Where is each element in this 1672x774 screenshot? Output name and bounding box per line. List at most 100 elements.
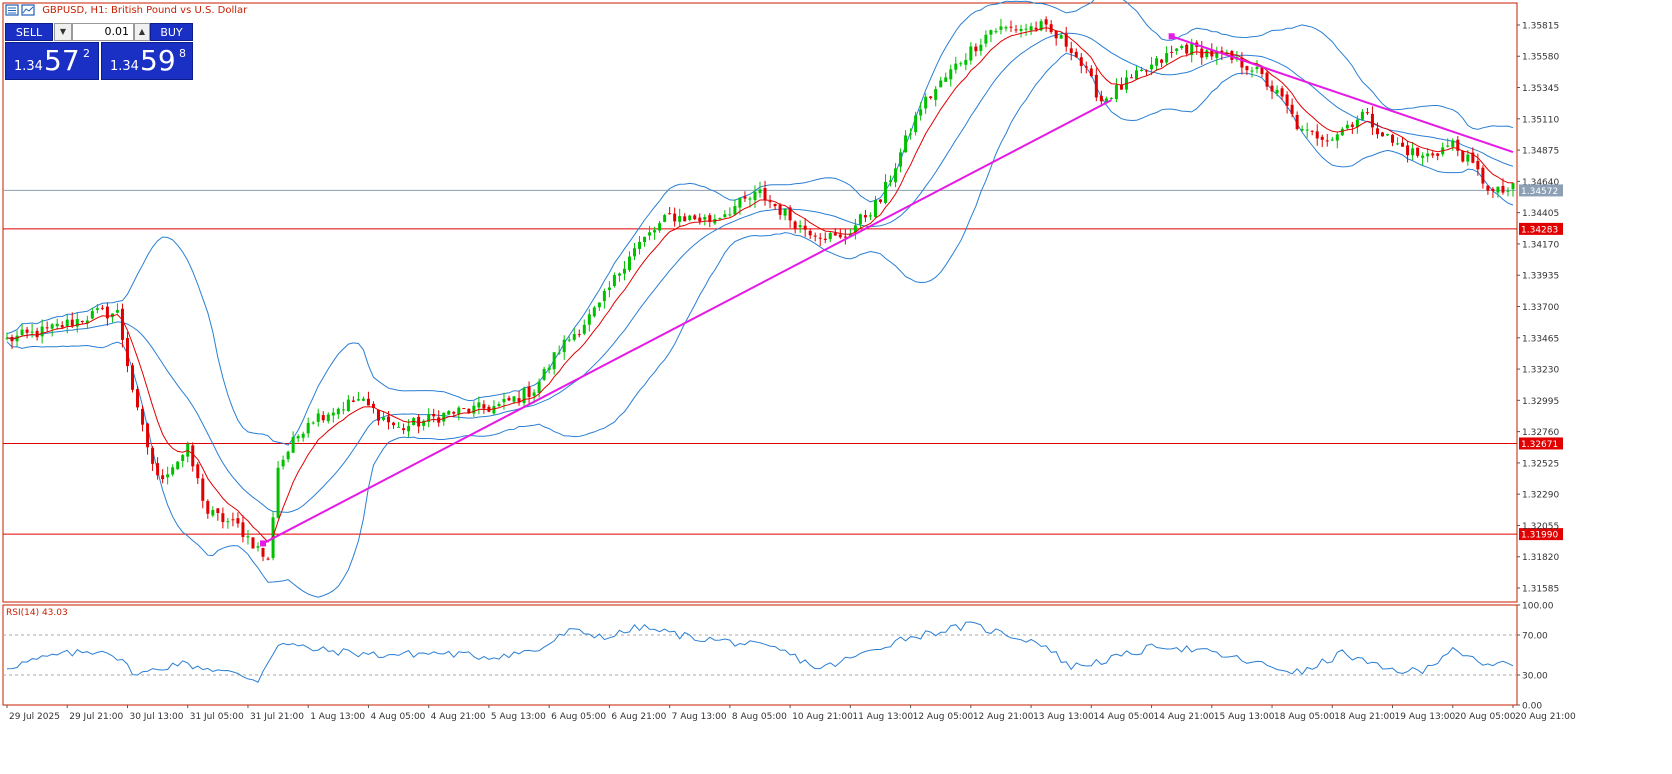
candle-body xyxy=(1049,24,1053,33)
buy-price[interactable]: 1.34 59 8 xyxy=(101,42,193,80)
candle-body xyxy=(1044,19,1048,25)
buy-price-prefix: 1.34 xyxy=(110,59,139,74)
candle-body xyxy=(783,208,787,216)
lot-size-input[interactable]: 0.01 xyxy=(72,23,134,41)
candle-body xyxy=(151,447,155,464)
price-axis-label: 1.34640 xyxy=(1522,178,1559,188)
candle-body xyxy=(738,197,742,208)
candle-body xyxy=(1079,57,1083,67)
candle-body xyxy=(457,407,461,415)
candle-body xyxy=(597,302,601,308)
candle-body xyxy=(216,508,220,514)
candle-body xyxy=(909,133,913,135)
horizontal-level-label-2: 1.32671 xyxy=(1521,440,1558,450)
candle-body xyxy=(141,408,145,425)
candle-body xyxy=(863,215,867,218)
candle-body xyxy=(1180,46,1184,49)
candle-body xyxy=(392,422,396,426)
trendline-1[interactable] xyxy=(262,99,1112,545)
buy-button[interactable]: BUY xyxy=(150,23,193,41)
candle-body xyxy=(889,180,893,183)
candle-body xyxy=(1230,51,1234,60)
candle-body xyxy=(698,217,702,222)
candle-body xyxy=(653,230,657,233)
candle-body xyxy=(708,215,712,222)
time-axis-label: 12 Aug 05:00 xyxy=(913,712,974,722)
trendline-2[interactable] xyxy=(1171,35,1514,154)
candle-body xyxy=(532,392,536,396)
candle-body xyxy=(924,96,928,109)
candle-body xyxy=(301,433,305,438)
candle-body xyxy=(878,199,882,202)
candle-body xyxy=(683,216,687,222)
candle-body xyxy=(768,201,772,203)
candle-body xyxy=(1355,119,1359,128)
candle-body xyxy=(497,404,501,406)
candle-body xyxy=(417,416,421,427)
candle-body xyxy=(80,320,84,322)
candle-body xyxy=(788,207,792,221)
candle-body xyxy=(904,135,908,153)
candle-body xyxy=(1305,129,1309,131)
candle-body xyxy=(743,196,747,199)
candle-body xyxy=(517,398,521,402)
time-axis-label: 8 Aug 05:00 xyxy=(732,712,787,722)
lot-decrease-icon[interactable]: ▼ xyxy=(54,23,72,41)
candle-body xyxy=(1345,124,1349,129)
candle-body xyxy=(50,324,54,329)
candle-body xyxy=(115,310,119,313)
candle-body xyxy=(1386,134,1389,136)
bid-price-tag xyxy=(1519,184,1563,197)
trendline-handle-2[interactable] xyxy=(1168,33,1175,40)
candle-body xyxy=(156,463,160,476)
candle-body xyxy=(617,273,621,276)
candle-body xyxy=(884,181,887,203)
candle-body xyxy=(482,404,486,409)
candle-body xyxy=(1486,185,1490,191)
candle-body xyxy=(1034,27,1038,30)
candle-body xyxy=(452,411,456,414)
candle-body xyxy=(959,63,963,65)
candle-body xyxy=(306,422,310,434)
candle-body xyxy=(914,115,918,133)
price-axis-label: 1.31585 xyxy=(1522,585,1559,595)
candle-body xyxy=(382,417,385,420)
candle-body xyxy=(512,396,516,402)
candle-body xyxy=(1190,43,1194,55)
horizontal-level-tag-3 xyxy=(1519,528,1563,541)
candle-body xyxy=(191,445,195,467)
price-axis-label: 1.35110 xyxy=(1522,115,1559,125)
candle-body xyxy=(542,368,546,380)
candle-body xyxy=(1375,128,1379,135)
candle-body xyxy=(176,461,180,470)
sell-price-fraction: 2 xyxy=(83,47,90,60)
candle-body xyxy=(75,319,79,327)
candle-body xyxy=(1069,48,1073,54)
chart-description: British Pound vs U.S. Dollar xyxy=(111,5,248,16)
trendline-handle-1[interactable] xyxy=(260,540,267,547)
lot-increase-icon[interactable]: ▲ xyxy=(134,23,150,41)
price-axis-label: 1.33230 xyxy=(1522,366,1559,376)
candle-body xyxy=(296,436,300,439)
candle-body xyxy=(45,327,49,329)
candle-body xyxy=(366,398,370,406)
candle-body xyxy=(1205,50,1209,58)
candle-body xyxy=(979,44,983,51)
candle-body xyxy=(668,213,672,215)
chart-menu-icon[interactable] xyxy=(5,4,39,16)
sell-button[interactable]: SELL xyxy=(5,23,53,41)
candle-body xyxy=(60,325,64,328)
candle-body xyxy=(1260,66,1264,75)
sell-price[interactable]: 1.34 57 2 xyxy=(5,42,99,80)
candle-body xyxy=(1275,89,1279,94)
candle-body xyxy=(693,215,697,220)
candle-body xyxy=(402,428,406,431)
candle-body xyxy=(206,501,210,514)
candle-body xyxy=(974,46,978,52)
candle-body xyxy=(1491,188,1495,192)
candle-body xyxy=(1245,66,1249,71)
candle-body xyxy=(838,234,842,238)
price-axis-label: 1.34405 xyxy=(1522,209,1559,219)
candle-body xyxy=(1365,112,1369,114)
